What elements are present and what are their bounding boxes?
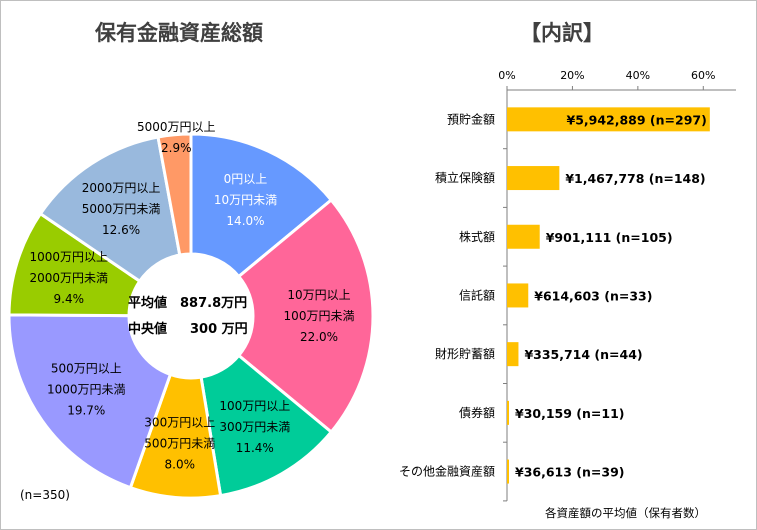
donut-slice-pct-0: 14.0% <box>226 214 264 228</box>
bar-data-label-1: ¥1,467,778 (n=148) <box>565 171 705 186</box>
x-tick-label-2: 40% <box>626 69 650 82</box>
bar-3 <box>507 283 529 308</box>
donut-slice-pct-6: 12.6% <box>102 223 140 237</box>
category-label-4: 財形貯蓄額 <box>435 346 495 361</box>
bar-chart-title: 【内訳】 <box>520 21 604 45</box>
bar-0 <box>507 107 710 132</box>
donut-slice-label-4: 1000万円未満 <box>47 383 126 397</box>
bar-4 <box>507 342 519 367</box>
pie-chart-title: 保有金融資産総額 <box>95 21 263 45</box>
bar-5 <box>507 400 509 425</box>
donut-slices <box>7 132 375 500</box>
donut-slice-pct-3: 8.0% <box>165 458 196 472</box>
donut-slice-label-3: 500万円未満 <box>144 437 215 451</box>
donut-slice-label-2: 300万円未満 <box>219 420 290 434</box>
donut-slice-label-0: 0円以上 <box>224 172 268 186</box>
bar-data-label-5: ¥30,159 (n=11) <box>515 406 624 421</box>
donut-slice-label-1: 10万円以上 <box>287 288 350 302</box>
x-tick-label-0: 0% <box>498 69 515 82</box>
bar-data-label-4: ¥335,714 (n=44) <box>524 347 642 362</box>
category-label-6: その他金融資産額 <box>399 464 495 479</box>
donut-slice-pct-7: 2.9% <box>161 141 192 155</box>
donut-slice-label-6: 2000万円以上 <box>82 181 161 195</box>
x-tick-label-1: 20% <box>560 69 584 82</box>
bar-2 <box>507 224 540 249</box>
category-label-2: 株式額 <box>459 229 495 244</box>
x-tick-label-3: 60% <box>691 69 715 82</box>
donut-slice-label-3: 300万円以上 <box>144 416 215 430</box>
donut-slice-label-1: 100万円未満 <box>284 309 355 323</box>
category-label-0: 預貯金額 <box>447 111 495 126</box>
donut-slice-4 <box>7 313 173 490</box>
donut-slice-2 <box>199 353 334 498</box>
donut-slice-pct-4: 19.7% <box>67 404 105 418</box>
donut-slice-1 <box>236 197 375 435</box>
mean-label: 平均値 <box>128 295 167 311</box>
bar-data-label-3: ¥614,603 (n=33) <box>534 288 652 303</box>
bar-footnote: 各資産額の平均値（保有者数） <box>545 506 706 520</box>
donut-slice-label-5: 1000万円以上 <box>30 250 109 264</box>
bar-data-label-6: ¥36,613 (n=39) <box>515 465 624 480</box>
bar-marks: ¥5,942,889 (n=297) ¥1,467,778 (n=148) ¥901… <box>507 107 710 484</box>
donut-slice-pct-1: 22.0% <box>300 330 338 344</box>
donut-slice-label-7: 5000万円以上 <box>137 120 216 134</box>
donut-slice-pct-2: 11.4% <box>236 441 274 455</box>
donut-labels: 0円以上 10万円未満 14.0% 10万円以上 100万円未満 22.0% 100万円以上… <box>30 120 355 472</box>
bar-data-label-0: ¥5,942,889 (n=297) <box>567 112 707 127</box>
category-label-1: 積立保険額 <box>435 170 495 185</box>
donut-slice-label-6: 5000万円未満 <box>82 202 161 216</box>
mean-value: 887.8万円 <box>180 296 247 311</box>
sample-size-note: (n=350) <box>20 488 70 502</box>
donut-slice-6 <box>38 135 182 284</box>
category-label-3: 信託額 <box>459 287 495 302</box>
donut-slice-pct-5: 9.4% <box>54 292 85 306</box>
bar-1 <box>507 166 560 191</box>
donut-slice-0 <box>189 132 334 279</box>
donut-slice-label-4: 500万円以上 <box>51 362 122 376</box>
bar-6 <box>507 459 509 484</box>
median-value: 300 万円 <box>190 322 248 337</box>
donut-slice-label-2: 100万円以上 <box>219 399 290 413</box>
donut-slice-7 <box>156 132 193 257</box>
donut-slice-label-0: 10万円未満 <box>214 193 277 207</box>
bar-data-label-2: ¥901,111 (n=105) <box>546 230 673 245</box>
category-label-5: 債券額 <box>459 405 495 420</box>
donut-slice-label-5: 2000万円未満 <box>30 271 109 285</box>
median-label: 中央値 <box>128 321 167 337</box>
bar-axis: 0% 20% 40% 60% 預貯金額積立保険額株式額信託額財形貯蓄額債券額その他金融資… <box>399 69 736 502</box>
